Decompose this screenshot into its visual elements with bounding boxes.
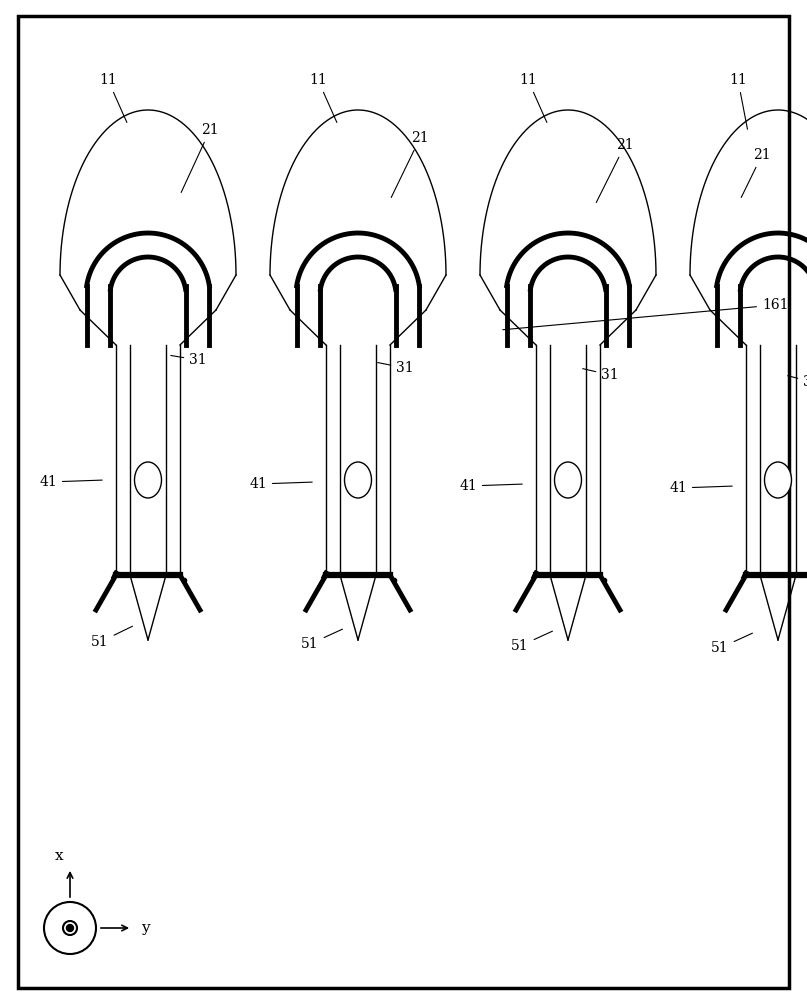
Text: 51: 51 <box>711 633 752 655</box>
Text: 51: 51 <box>91 626 132 649</box>
Circle shape <box>44 902 96 954</box>
Text: y: y <box>140 921 149 935</box>
Text: 21: 21 <box>181 123 219 192</box>
Text: 21: 21 <box>596 138 633 203</box>
Circle shape <box>66 924 73 932</box>
Ellipse shape <box>345 462 371 498</box>
Text: 21: 21 <box>741 148 771 198</box>
Circle shape <box>63 921 77 935</box>
Text: 31: 31 <box>171 353 207 367</box>
Text: 41: 41 <box>669 481 732 495</box>
Text: x: x <box>55 849 63 863</box>
Text: 41: 41 <box>249 477 312 491</box>
Text: 31: 31 <box>378 361 414 375</box>
Ellipse shape <box>554 462 582 498</box>
Text: 11: 11 <box>99 73 127 122</box>
Text: 11: 11 <box>309 73 337 122</box>
Text: 11: 11 <box>730 73 747 129</box>
Text: 41: 41 <box>39 475 102 489</box>
Text: 51: 51 <box>301 629 342 651</box>
Text: 41: 41 <box>459 479 522 493</box>
Ellipse shape <box>135 462 161 498</box>
Text: 51: 51 <box>511 631 553 653</box>
Text: 31: 31 <box>583 368 619 382</box>
Ellipse shape <box>764 462 792 498</box>
Text: 31: 31 <box>788 375 807 389</box>
Text: 21: 21 <box>391 131 429 198</box>
Text: 161: 161 <box>503 298 788 330</box>
Text: 11: 11 <box>519 73 547 122</box>
